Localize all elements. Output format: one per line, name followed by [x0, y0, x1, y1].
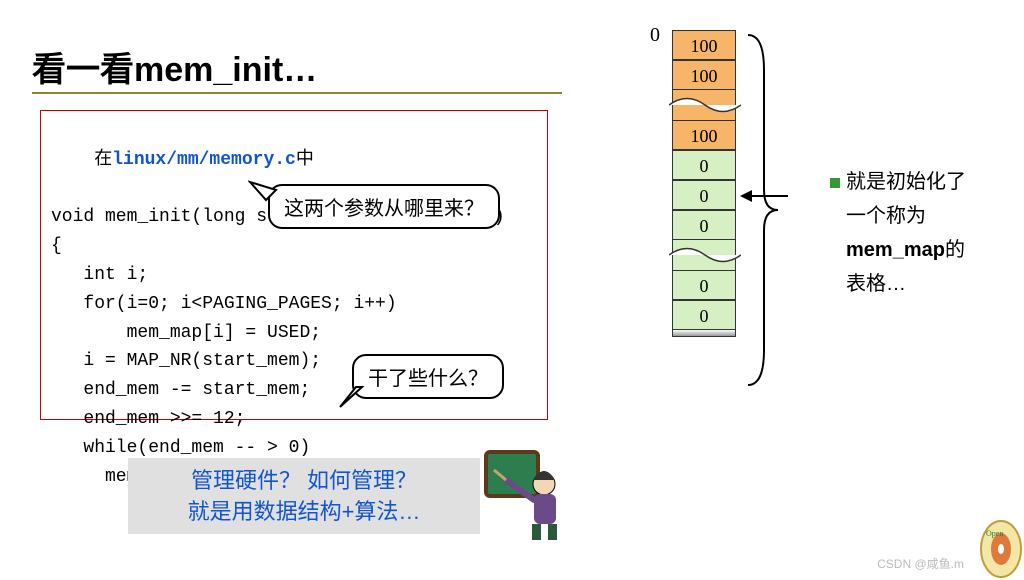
- code-line: end_mem >>= 12;: [51, 405, 537, 434]
- code-header-prefix: 在: [94, 150, 112, 170]
- mem-cell: 100: [672, 30, 736, 60]
- mem-cell: 0: [672, 210, 736, 240]
- corner-logo-icon: Open: [980, 520, 1022, 578]
- side-note-line: 表格…: [830, 267, 1010, 301]
- mem-cell: 0: [672, 270, 736, 300]
- mem-map-table: 100 100 100 0 0 0 0 0: [672, 30, 736, 337]
- bottom-line: 就是用数据结构+算法…: [128, 497, 480, 528]
- code-line: {: [51, 232, 537, 261]
- code-line: int i;: [51, 261, 537, 290]
- bullet-icon: [830, 178, 840, 188]
- mem-cell: 0: [672, 150, 736, 180]
- code-header-suffix: 中: [296, 150, 314, 170]
- mem-cell: 100: [672, 120, 736, 150]
- svg-text:Open: Open: [986, 529, 1003, 538]
- side-note: 就是初始化了 一个称为 mem_map的 表格…: [830, 165, 1010, 301]
- mem-skip: [672, 90, 736, 120]
- side-note-text: 的: [945, 239, 965, 261]
- mem-cell: 100: [672, 60, 736, 90]
- side-note-line: 一个称为: [830, 199, 1010, 233]
- arrow-icon: [740, 186, 790, 206]
- teacher-icon: [484, 450, 570, 542]
- mem-table-zero-label: 0: [650, 24, 660, 47]
- callout-what: 干了些什么？: [352, 354, 504, 399]
- code-line: mem_map[i] = USED;: [51, 319, 537, 348]
- callout-text: 这两个参数从哪里来？: [284, 198, 484, 220]
- callout-text: 干了些什么？: [368, 368, 488, 390]
- mem-table-bottom: [672, 330, 736, 337]
- mem-map-label: mem_map: [846, 239, 945, 261]
- side-note-line: 就是初始化了: [830, 165, 1010, 199]
- watermark: CSDN @咸鱼.m: [877, 555, 964, 572]
- slide-title: 看一看mem_init…: [32, 42, 317, 91]
- bottom-caption: 管理硬件？ 如何管理？ 就是用数据结构+算法…: [128, 458, 480, 534]
- callout-params: 这两个参数从哪里来？: [268, 184, 500, 229]
- mem-cell: 0: [672, 180, 736, 210]
- side-note-line: mem_map的: [830, 233, 1010, 267]
- side-note-text: 就是初始化了: [846, 171, 966, 193]
- brace-icon: [740, 30, 780, 390]
- mem-skip: [672, 240, 736, 270]
- bottom-line: 管理硬件？ 如何管理？: [128, 466, 480, 497]
- code-line: for(i=0; i<PAGING_PAGES; i++): [51, 290, 537, 319]
- mem-cell: 0: [672, 300, 736, 330]
- title-underline: [32, 92, 562, 94]
- code-path: linux/mm/memory.c: [112, 150, 296, 170]
